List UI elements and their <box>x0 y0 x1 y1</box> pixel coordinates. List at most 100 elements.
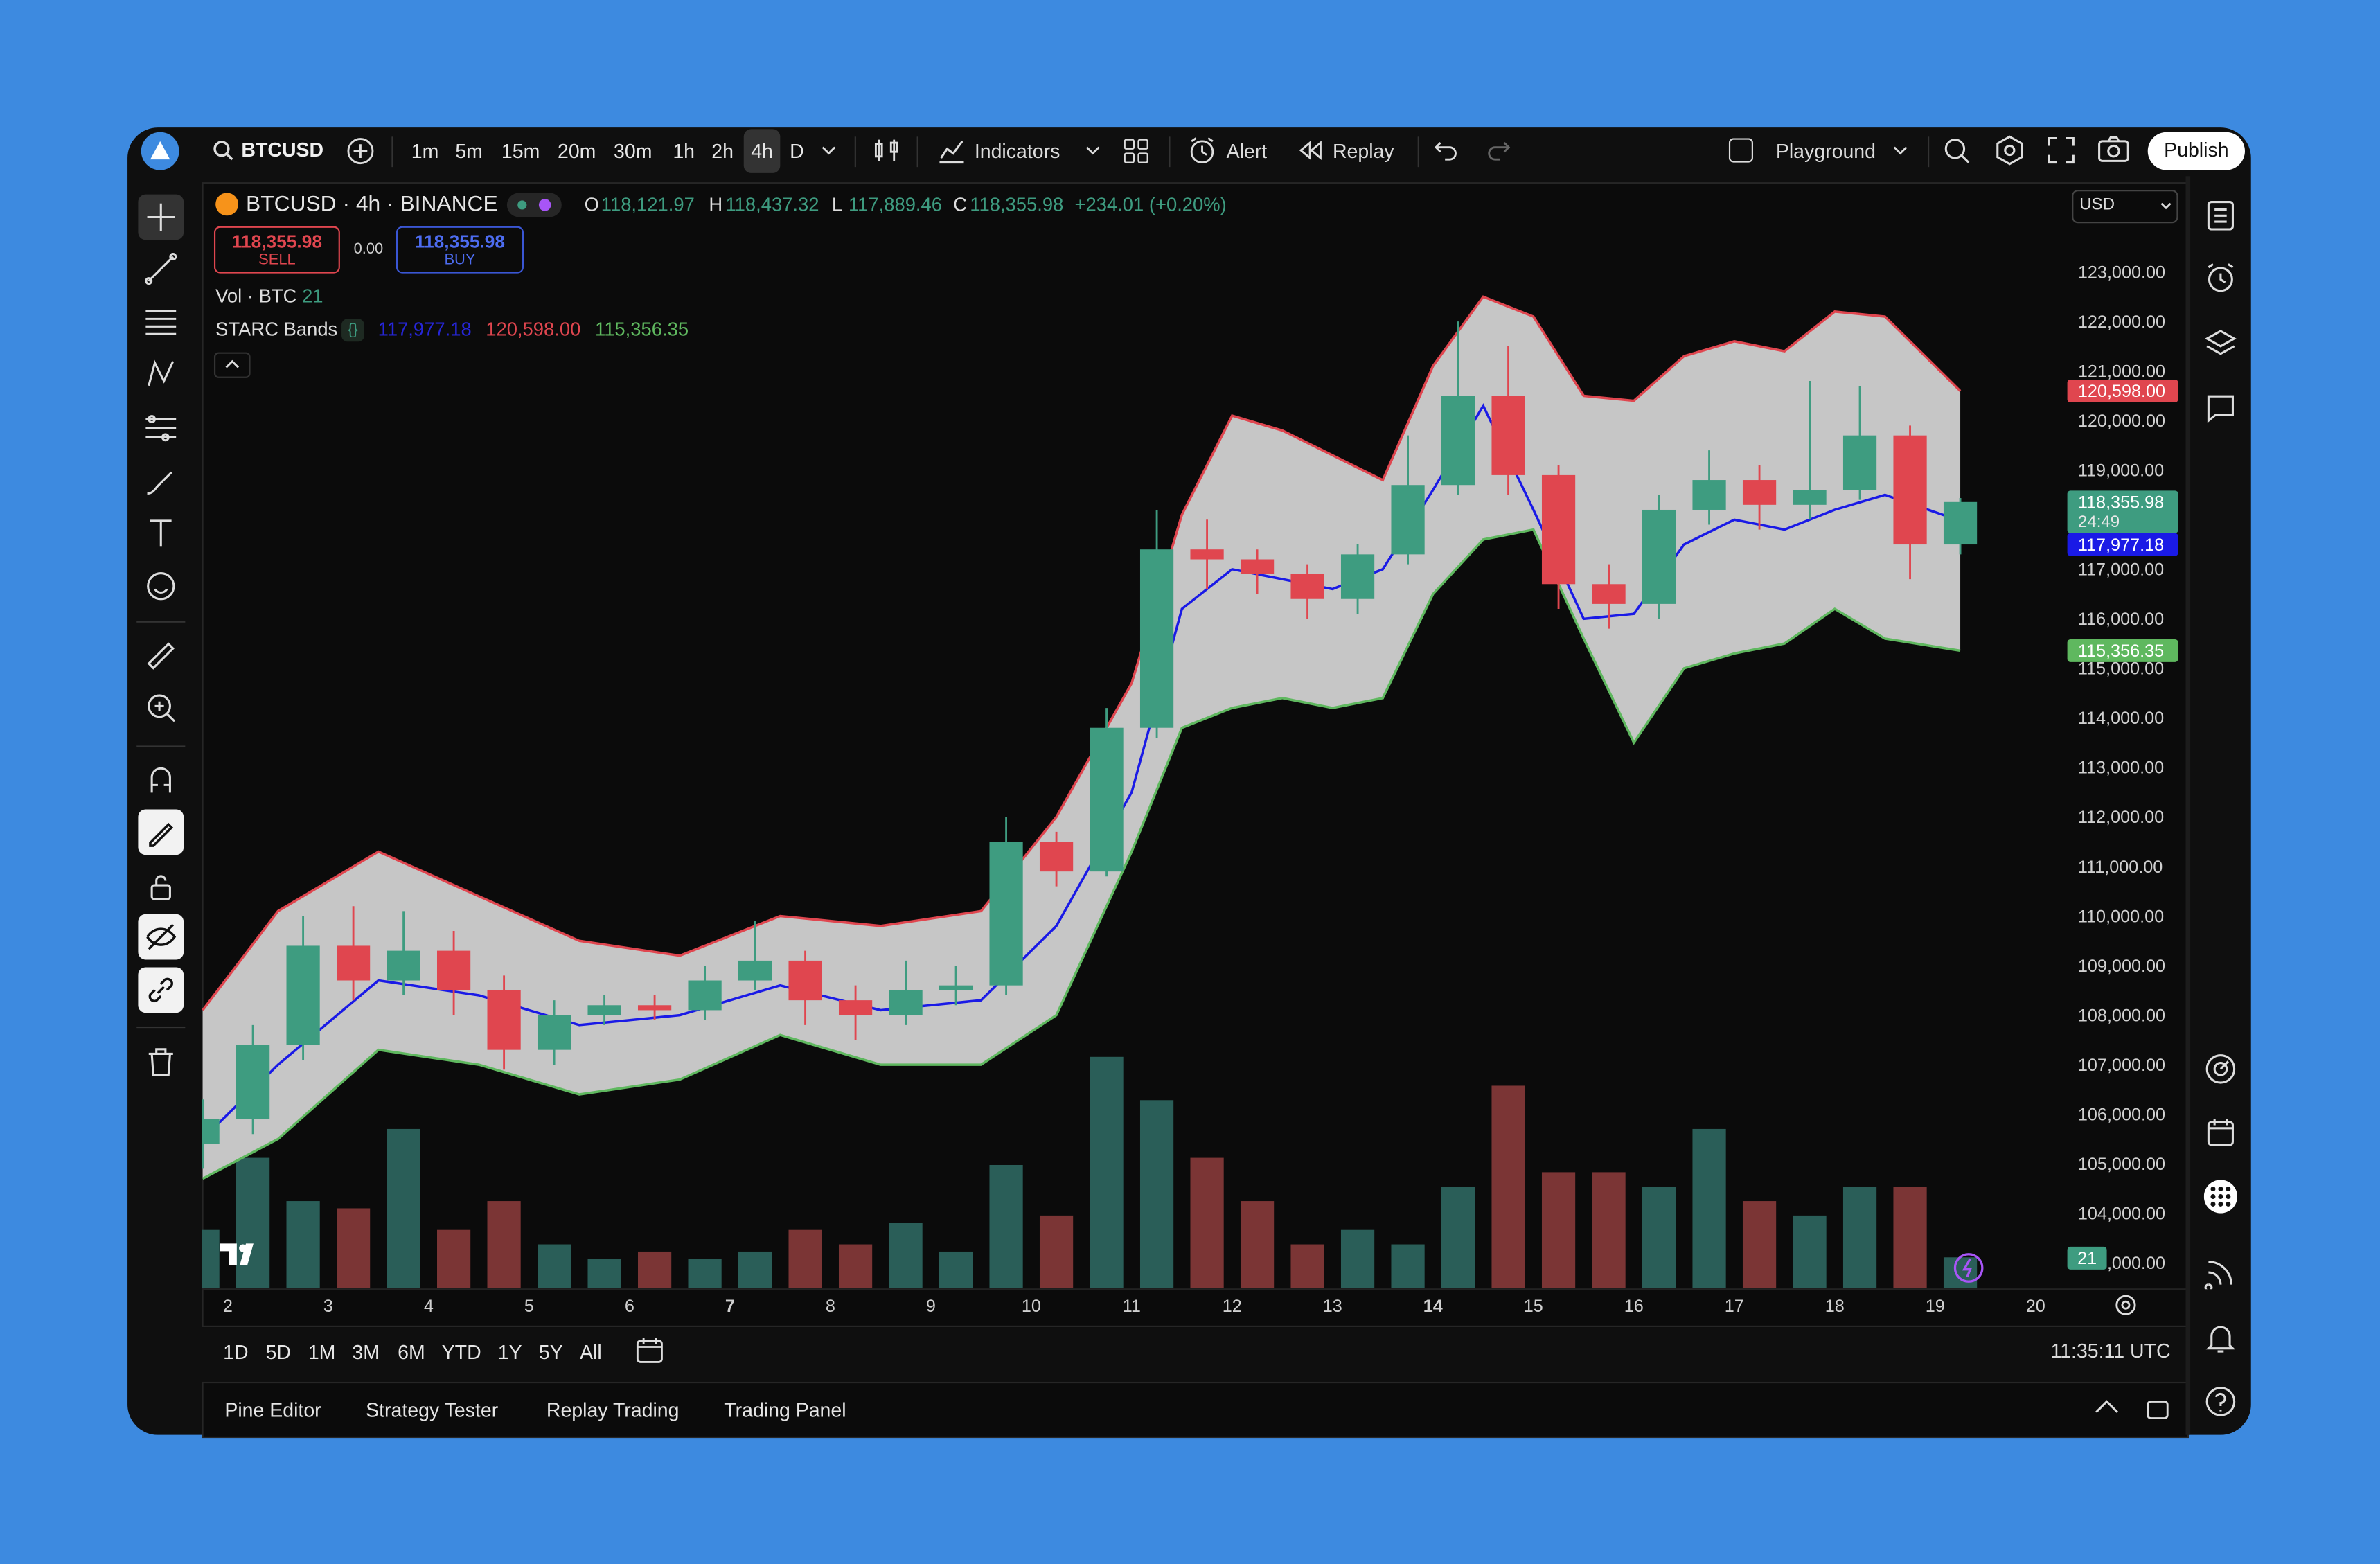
assistant-icon[interactable] <box>1949 1251 1986 1284</box>
panel-maximize[interactable] <box>2144 1397 2170 1423</box>
quick-search[interactable] <box>1942 135 1972 166</box>
interval-button[interactable]: 20m <box>557 139 596 163</box>
panel-toggle[interactable] <box>2093 1398 2120 1416</box>
interval-button[interactable]: 1m <box>411 139 439 163</box>
object-tree[interactable] <box>2204 326 2237 359</box>
legend-title[interactable]: BTCUSD · 4h · BINANCE <box>245 193 498 217</box>
magnet-tool[interactable] <box>144 762 177 795</box>
collapse-legend[interactable] <box>213 352 251 378</box>
watchlist[interactable] <box>2204 199 2237 232</box>
brush-tool[interactable] <box>144 465 177 498</box>
redo[interactable] <box>1484 138 1511 162</box>
zoom-tool[interactable] <box>144 691 177 724</box>
volume-bar <box>1190 1157 1224 1288</box>
clock[interactable]: 11:35:11 UTC <box>2050 1339 2171 1362</box>
help[interactable] <box>2204 1385 2237 1418</box>
ruler-tool[interactable] <box>144 639 177 673</box>
fullscreen-icon[interactable] <box>2048 136 2075 164</box>
notifications[interactable] <box>2204 1321 2237 1354</box>
streams[interactable] <box>2204 1256 2237 1290</box>
prediction-tool[interactable] <box>144 411 177 445</box>
symbol[interactable]: BTCUSD <box>241 138 324 161</box>
cursor-tool[interactable] <box>144 200 177 233</box>
starc-legend[interactable]: STARC Bands <box>215 319 338 341</box>
volume-bar <box>989 1164 1023 1288</box>
fib-tool[interactable] <box>144 303 177 337</box>
publish-label[interactable]: Publish <box>2164 138 2229 161</box>
hide-tool[interactable] <box>144 920 177 953</box>
trend-line-tool[interactable] <box>144 252 177 285</box>
sell-button[interactable] <box>213 226 340 274</box>
range-button[interactable]: 5Y <box>538 1340 563 1364</box>
hotlists[interactable] <box>2204 1052 2237 1085</box>
chats[interactable] <box>2204 392 2237 425</box>
replay-icon[interactable] <box>1298 140 1322 161</box>
range-button[interactable]: 3M <box>352 1340 380 1364</box>
volume-legend[interactable]: Vol · BTC <box>215 285 297 307</box>
text-tool[interactable] <box>144 516 177 549</box>
range-button[interactable]: 6M <box>398 1340 425 1364</box>
templates-icon[interactable] <box>1124 138 1149 163</box>
candle-body <box>236 1045 270 1119</box>
interval-button[interactable]: 2h <box>711 139 734 163</box>
interval-button[interactable]: D <box>790 139 804 163</box>
search-icon[interactable] <box>213 140 234 161</box>
products[interactable] <box>2203 1180 2238 1214</box>
emoji-tool[interactable] <box>144 569 177 603</box>
alert-button[interactable]: Alert <box>1226 139 1268 163</box>
stay-drawing[interactable] <box>144 815 177 848</box>
snapshot-icon[interactable] <box>2097 135 2129 164</box>
buy-button[interactable] <box>396 226 524 274</box>
ohlc-key: L <box>831 194 843 216</box>
add-symbol[interactable] <box>346 136 375 166</box>
range-button[interactable]: YTD <box>441 1340 481 1364</box>
delete-tool[interactable] <box>144 1045 177 1078</box>
layout-dropdown[interactable] <box>1891 143 1909 158</box>
range-button[interactable]: 1M <box>308 1340 336 1364</box>
axis-settings[interactable] <box>2113 1292 2138 1318</box>
calendar[interactable] <box>2204 1116 2237 1149</box>
panel-tab[interactable]: Trading Panel <box>724 1398 846 1421</box>
interval-dropdown[interactable] <box>819 143 837 158</box>
y-tick-label: 113,000.00 <box>2078 758 2164 778</box>
ohlc-value: 117,889.46 <box>848 194 943 216</box>
alert-icon[interactable] <box>1187 135 1218 166</box>
alerts[interactable] <box>2204 261 2237 294</box>
range-button[interactable]: 5D <box>265 1340 291 1364</box>
layout-name[interactable]: Playground <box>1775 139 1876 163</box>
interval-button[interactable]: 30m <box>614 139 652 163</box>
chart-type-icon[interactable] <box>871 135 902 166</box>
indicators-dropdown[interactable] <box>1084 143 1102 158</box>
panel-tab[interactable]: Pine Editor <box>224 1398 321 1421</box>
publish-button[interactable] <box>2147 132 2245 170</box>
interval-button[interactable]: 4h <box>751 139 773 163</box>
panel-tab[interactable]: Replay Trading <box>546 1398 680 1421</box>
goto-date[interactable] <box>634 1336 665 1365</box>
range-button[interactable]: 1Y <box>497 1340 522 1364</box>
range-button[interactable]: 1D <box>223 1340 249 1364</box>
lock-tool[interactable] <box>144 870 177 903</box>
candle-body <box>1441 396 1475 486</box>
pattern-tool[interactable] <box>144 357 177 390</box>
settings-icon[interactable] <box>1994 135 2025 166</box>
currency[interactable]: USD <box>2079 195 2115 215</box>
sell-price[interactable]: 118,355.98 <box>231 231 323 252</box>
active-interval-bg <box>743 129 781 173</box>
buy-price[interactable]: 118,355.98 <box>414 231 506 252</box>
replay-button[interactable]: Replay <box>1332 139 1394 163</box>
currency-select[interactable] <box>2072 190 2178 224</box>
source-code-icon[interactable]: {} <box>341 319 364 342</box>
undo[interactable] <box>1433 138 1460 162</box>
range-button[interactable]: All <box>580 1340 602 1364</box>
separator <box>916 136 918 168</box>
link-tool[interactable] <box>144 973 177 1006</box>
sell-label[interactable]: SELL <box>258 251 296 269</box>
interval-button[interactable]: 1h <box>673 139 695 163</box>
indicators-icon[interactable] <box>936 135 967 166</box>
interval-button[interactable]: 5m <box>455 139 483 163</box>
indicators-button[interactable]: Indicators <box>974 139 1060 163</box>
layout-checkbox[interactable] <box>1728 138 1753 163</box>
panel-tab[interactable]: Strategy Tester <box>366 1398 499 1421</box>
buy-label[interactable]: BUY <box>444 251 476 269</box>
interval-button[interactable]: 15m <box>501 139 540 163</box>
